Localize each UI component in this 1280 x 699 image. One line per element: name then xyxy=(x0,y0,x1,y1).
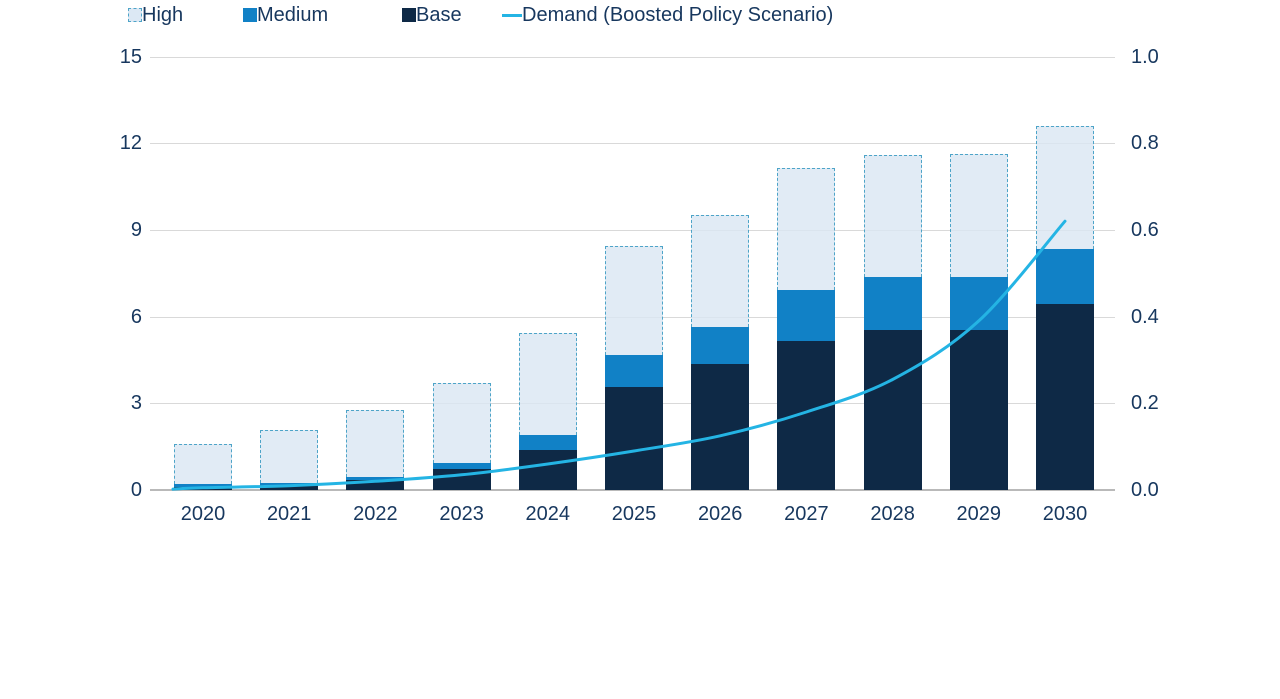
right-axis-tick: 0.6 xyxy=(1131,218,1159,241)
legend-label-medium: Medium xyxy=(257,4,329,26)
legend-item-base: Base xyxy=(402,0,462,30)
x-axis-label: 2029 xyxy=(956,503,1002,525)
base-swatch-icon xyxy=(402,8,416,22)
right-axis-tick: 0.8 xyxy=(1131,132,1159,155)
bar-segment-high-2026 xyxy=(691,214,750,328)
bar-segment-base-2024 xyxy=(518,450,577,490)
bar-segment-medium-2029 xyxy=(949,277,1008,330)
x-axis-label: 2025 xyxy=(611,503,657,525)
x-axis-label: 2027 xyxy=(784,503,829,525)
medium-swatch-icon xyxy=(243,8,257,22)
bar-segment-base-2030 xyxy=(1036,303,1094,490)
x-axis-label: 2026 xyxy=(697,503,743,525)
legend-label-demand: Demand (Boosted Policy Scenario) xyxy=(522,4,834,26)
bar-segment-base-2026 xyxy=(691,363,750,490)
x-axis-label: 2020 xyxy=(180,503,226,525)
right-axis-tick: 0.0 xyxy=(1131,479,1159,501)
bar-segment-medium-2028 xyxy=(863,277,922,330)
bar-segment-medium-2025 xyxy=(605,355,663,388)
left-axis-tick: 15 xyxy=(119,45,142,68)
legend-item-high: High xyxy=(128,0,183,30)
bar-segment-base-2020 xyxy=(174,486,232,490)
right-axis-tick: 0.4 xyxy=(1131,305,1159,328)
bar-segment-high-2024 xyxy=(518,332,577,436)
bar-segment-medium-2026 xyxy=(691,327,750,364)
x-axis-label: 2023 xyxy=(439,503,484,525)
legend-item-medium: Medium xyxy=(243,0,328,30)
bar-segment-medium-2023 xyxy=(432,463,491,470)
bar-segment-high-2020 xyxy=(174,444,232,485)
gridline xyxy=(150,56,1115,58)
legend-label-base: Base xyxy=(416,4,462,26)
bar-segment-medium-2027 xyxy=(777,289,836,341)
bar-segment-high-2025 xyxy=(605,245,663,356)
bar-segment-base-2029 xyxy=(949,329,1008,490)
bar-segment-base-2027 xyxy=(777,340,836,490)
x-axis-label: 2024 xyxy=(525,503,571,525)
high-swatch-icon xyxy=(128,8,142,22)
bar-segment-medium-2020 xyxy=(174,484,232,487)
bar-segment-high-2022 xyxy=(346,410,405,477)
bar-segment-high-2021 xyxy=(260,429,319,484)
x-axis-label: 2022 xyxy=(353,503,398,525)
left-axis-tick: 12 xyxy=(119,132,142,155)
bar-segment-medium-2021 xyxy=(260,483,319,486)
bar-segment-base-2021 xyxy=(260,485,319,490)
x-axis-label: 2030 xyxy=(1042,503,1088,525)
bar-segment-base-2022 xyxy=(346,480,405,490)
x-axis-label: 2021 xyxy=(266,503,312,525)
demand-line-swatch-icon xyxy=(502,13,522,17)
left-axis-tick: 6 xyxy=(130,305,142,328)
left-axis-tick: 9 xyxy=(130,218,142,241)
bar-segment-medium-2024 xyxy=(518,435,577,451)
bar-segment-medium-2030 xyxy=(1036,248,1094,304)
left-axis-tick: 3 xyxy=(130,392,142,415)
x-axis-label: 2028 xyxy=(870,503,915,525)
bar-segment-base-2028 xyxy=(863,329,922,490)
bar-segment-high-2023 xyxy=(432,383,491,464)
bar-segment-medium-2022 xyxy=(346,476,405,481)
bar-segment-high-2030 xyxy=(1036,125,1094,249)
bar-segment-high-2027 xyxy=(777,167,836,290)
legend-item-demand: Demand (Boosted Policy Scenario) xyxy=(502,0,833,30)
right-axis-tick: 0.2 xyxy=(1131,392,1159,415)
bar-segment-high-2029 xyxy=(949,153,1008,278)
bar-segment-base-2025 xyxy=(605,387,663,490)
right-axis-tick: 1.0 xyxy=(1131,45,1159,68)
gridline xyxy=(150,143,1115,145)
bar-segment-high-2028 xyxy=(863,154,922,278)
left-axis-tick: 0 xyxy=(130,479,142,501)
legend-label-high: High xyxy=(142,4,184,26)
bar-segment-base-2023 xyxy=(432,469,491,490)
